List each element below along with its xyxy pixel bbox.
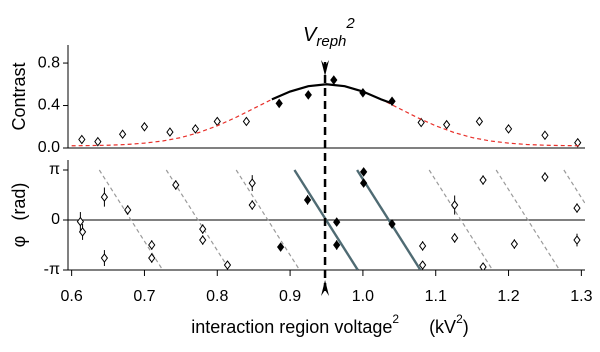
filled-point: [333, 240, 341, 250]
fit-line: [428, 169, 494, 270]
x-axis-unit-close: ): [463, 317, 469, 337]
open-point: [451, 200, 459, 210]
filled-point: [388, 219, 396, 229]
y-tick-label: -π: [44, 261, 60, 278]
open-point: [78, 134, 86, 145]
open-point: [248, 178, 256, 188]
y-tick-label: 0.4: [38, 97, 60, 114]
open-point: [479, 262, 487, 270]
x-tick-label: 0.7: [133, 288, 155, 305]
open-point: [199, 224, 207, 234]
fit-line: [495, 169, 561, 270]
open-point: [418, 241, 427, 251]
x-axis-label-text: interaction region voltage: [191, 317, 392, 337]
x-tick-label: 1.1: [425, 288, 447, 305]
fit-line: [271, 83, 393, 105]
filled-point: [333, 217, 341, 227]
open-point: [199, 235, 207, 245]
filled-point: [277, 242, 285, 252]
open-point: [78, 227, 87, 237]
plot-area: [76, 167, 585, 270]
y-tick-label: 0.0: [38, 139, 60, 156]
open-point: [100, 192, 109, 202]
y-tick-label: π: [49, 161, 60, 178]
open-point: [504, 124, 513, 134]
open-point: [76, 216, 85, 227]
filled-point: [330, 75, 338, 85]
open-point: [541, 172, 549, 182]
marker-arrow-top: [321, 60, 330, 76]
open-point: [479, 175, 487, 185]
open-point: [94, 136, 102, 147]
open-point: [148, 253, 156, 263]
open-point: [541, 130, 549, 141]
filled-point: [388, 96, 396, 107]
open-point: [443, 119, 451, 130]
plot-area: [71, 75, 582, 148]
annotation-sub: reph: [316, 33, 346, 50]
x-tick-label: 1.3: [570, 288, 592, 305]
open-point: [417, 117, 425, 128]
marker-arrow-bottom: [321, 280, 330, 296]
x-tick-label: 1.0: [352, 288, 374, 305]
open-point: [510, 239, 518, 249]
x-axis-label-sup: 2: [392, 312, 399, 326]
x-tick-label: 0.6: [61, 288, 83, 305]
filled-point: [303, 195, 312, 205]
fit-line: [356, 169, 422, 270]
fit-line: [71, 83, 582, 147]
filled-point: [275, 98, 283, 109]
y-axis-label: Contrast: [9, 62, 29, 130]
y-axis-label: φ (rad): [9, 183, 29, 248]
open-point: [172, 180, 180, 190]
y-tick-label: 0.8: [38, 54, 60, 71]
open-point: [475, 116, 484, 127]
x-tick-label: 0.9: [279, 288, 301, 305]
open-point: [242, 116, 251, 127]
annotation-text: V: [303, 24, 318, 46]
open-point: [140, 121, 149, 132]
filled-point: [360, 167, 368, 177]
open-point: [166, 127, 174, 137]
annotation-sup: 2: [345, 15, 355, 32]
fit-line: [165, 169, 231, 270]
y-tick-label: 0: [51, 211, 60, 228]
open-point: [248, 200, 256, 210]
x-axis-label: interaction region voltage2 (kV2): [191, 312, 469, 337]
filled-point: [360, 178, 368, 188]
open-point: [418, 260, 427, 270]
x-axis-unit: (kV: [429, 317, 456, 337]
open-point: [100, 253, 109, 263]
filled-point: [304, 90, 312, 100]
open-point: [191, 124, 200, 134]
open-point: [573, 203, 581, 213]
open-point: [148, 240, 156, 250]
open-point: [223, 260, 232, 270]
x-axis-unit-sup: 2: [456, 312, 463, 326]
open-point: [124, 205, 132, 215]
x-tick-label: 0.8: [206, 288, 228, 305]
x-tick-label: 1.2: [497, 288, 519, 305]
open-point: [118, 129, 127, 140]
fit-line: [235, 169, 301, 270]
open-point: [451, 233, 459, 243]
annotation: Vreph2: [303, 15, 355, 50]
open-point: [574, 137, 582, 148]
open-point: [573, 235, 581, 245]
